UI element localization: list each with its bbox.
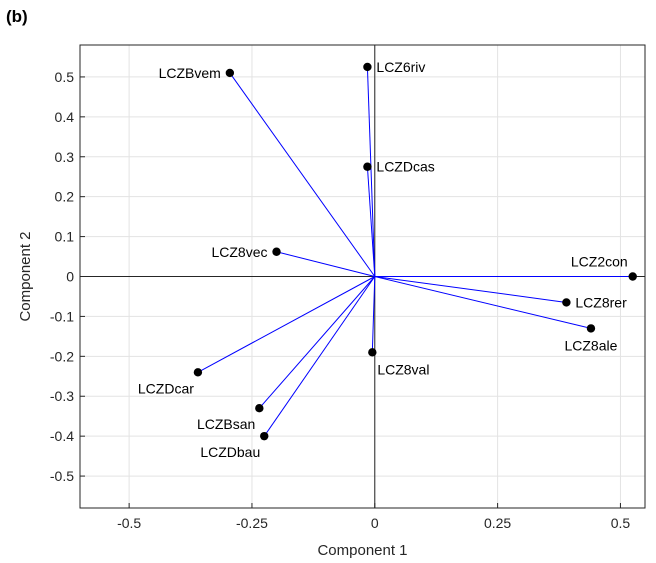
vector-line: [258, 276, 376, 409]
vector-line: [366, 166, 376, 277]
point-label: LCZDcas: [376, 159, 434, 175]
data-point: [628, 272, 637, 281]
data-point: [255, 404, 264, 413]
y-tick-label: 0.2: [55, 189, 75, 205]
x-tick-label: 0: [371, 515, 379, 531]
y-tick-label: -0.1: [50, 308, 74, 324]
loading-points: [193, 62, 637, 441]
point-label: LCZ8ale: [564, 337, 617, 353]
point-label: LCZ8val: [377, 361, 429, 377]
y-tick-labels: 0.5 0.4 0.3 0.2 0.1 0 -0.1 -0.2 -0.3 -0.4 -0.5: [50, 69, 85, 484]
vector-line: [263, 276, 376, 437]
y-tick-label: 0.3: [55, 149, 75, 165]
vector-line: [374, 276, 592, 329]
data-point: [260, 431, 269, 441]
point-label: LCZBvem: [159, 65, 221, 81]
point-label: LCZ8vec: [211, 244, 267, 260]
panel-label: (b): [6, 7, 28, 26]
data-point: [193, 368, 203, 377]
vector-line: [366, 66, 376, 277]
x-tick-labels: -0.5 -0.25 0 0.25 0.5: [117, 503, 630, 531]
data-point: [368, 348, 377, 357]
y-tick-label: -0.3: [50, 388, 74, 404]
x-tick-label: 0.25: [484, 515, 511, 531]
y-tick-label: 0.4: [55, 109, 75, 125]
vector-line: [276, 251, 375, 277]
vector-line: [197, 276, 376, 373]
data-point: [586, 324, 596, 333]
vector-line: [229, 72, 376, 277]
y-tick-label: -0.4: [50, 428, 74, 444]
data-point: [363, 162, 372, 171]
point-label: LCZDcar: [138, 380, 194, 396]
vector-line: [374, 276, 567, 303]
x-axis-title: Component 1: [317, 542, 407, 559]
data-point: [225, 68, 235, 78]
y-tick-label: -0.5: [50, 468, 74, 484]
y-axis-title: Component 2: [17, 231, 34, 321]
data-point: [562, 298, 571, 307]
vector-line: [371, 276, 376, 353]
x-tick-label: -0.5: [117, 515, 141, 531]
x-tick-label: 0.5: [611, 515, 631, 531]
point-label: LCZDbau: [200, 444, 260, 460]
y-tick-label: 0: [66, 269, 74, 285]
y-tick-label: 0.1: [55, 229, 75, 245]
data-point: [363, 62, 372, 72]
point-label: LCZ6riv: [376, 59, 425, 75]
loading-vectors: [197, 66, 633, 437]
y-tick-label: -0.2: [50, 348, 74, 364]
point-label: LCZBsan: [197, 416, 255, 432]
point-label: LCZ2con: [571, 254, 628, 270]
point-labels: LCZBvem LCZ6riv LCZDcas LCZ8vec LCZ2con LCZ8r…: [138, 59, 628, 460]
x-tick-label: -0.25: [236, 515, 268, 531]
y-tick-label: 0.5: [55, 69, 75, 85]
point-label: LCZ8rer: [575, 294, 627, 310]
data-point: [272, 247, 281, 256]
